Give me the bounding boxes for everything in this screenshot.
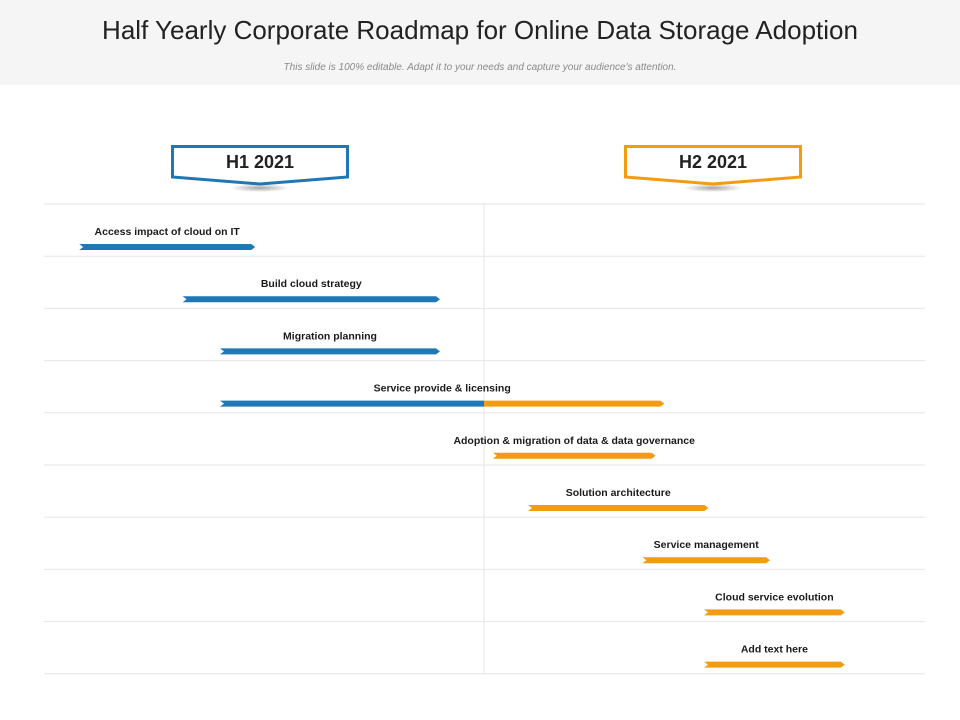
phase-h1-banner: H1 2021: [171, 145, 349, 193]
task-bar: [642, 557, 770, 564]
page-subtitle: This slide is 100% editable. Adapt it to…: [283, 62, 677, 73]
task-bar: [492, 452, 656, 459]
phase-h1-label: H1 2021: [225, 152, 295, 172]
page-title: Half Yearly Corporate Roadmap for Online…: [102, 15, 858, 45]
task-label: Cloud service evolution: [715, 591, 833, 603]
task-label: Solution architecture: [566, 487, 671, 499]
task-label: Service provide & licensing: [374, 383, 511, 395]
task-bar: [220, 348, 440, 355]
task-label: Adoption & migration of data & data gove…: [453, 435, 695, 447]
task-bar: [704, 661, 845, 668]
task-bar-h2-segment: [484, 400, 665, 407]
task-label: Add text here: [741, 644, 808, 656]
task-label: Migration planning: [283, 330, 377, 342]
task-bar-h1-segment: [220, 400, 484, 407]
phase-h2-banner-shape: [624, 145, 802, 192]
task-bar: [182, 296, 440, 303]
task-label: Build cloud strategy: [261, 278, 362, 290]
task-bar: [528, 505, 709, 511]
phase-h2-label: H2 2021: [678, 152, 748, 172]
task-label: Access impact of cloud on IT: [95, 226, 241, 238]
task-bar: [79, 244, 256, 250]
phase-h2-banner: H2 2021: [624, 145, 802, 193]
header-band: [0, 0, 960, 85]
phase-h1-banner-shape: [171, 145, 349, 192]
task-label: Service management: [654, 539, 760, 551]
task-bar: [704, 609, 845, 616]
